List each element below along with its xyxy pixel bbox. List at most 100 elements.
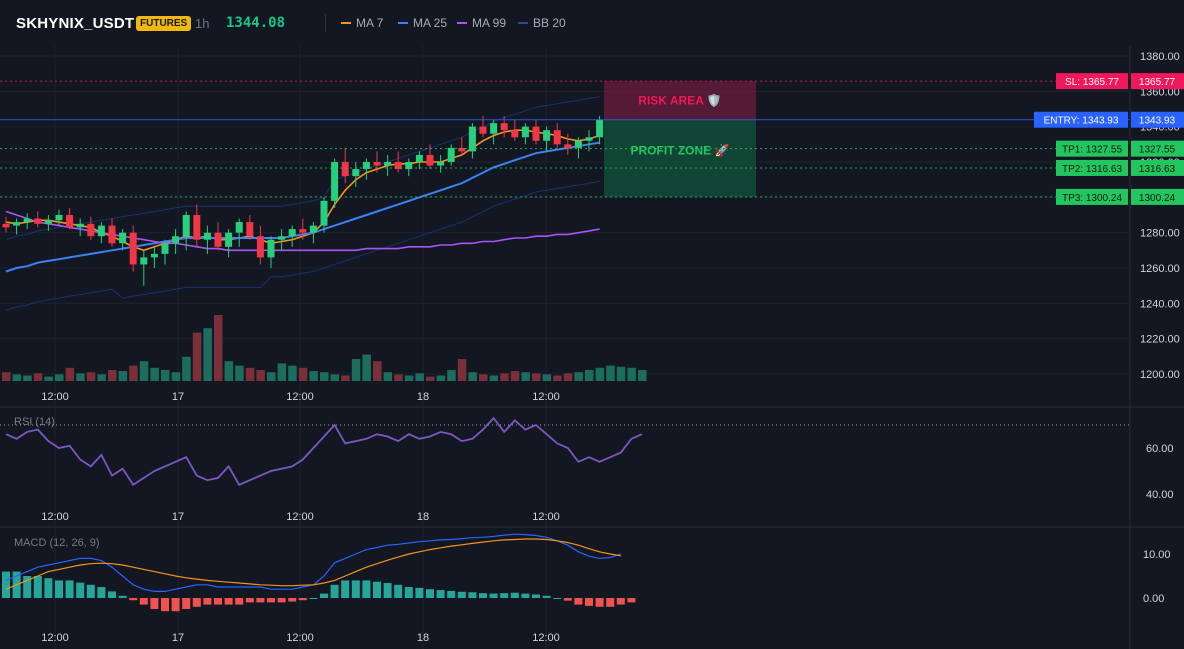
candle-body[interactable]: [405, 162, 413, 170]
macd-histogram-bar: [373, 581, 381, 598]
candle-body[interactable]: [553, 130, 561, 145]
time-axis-label: 18: [417, 632, 429, 644]
candle-body[interactable]: [129, 232, 137, 265]
candle-body[interactable]: [246, 222, 254, 237]
candle-body[interactable]: [97, 225, 105, 237]
candle-body[interactable]: [140, 257, 148, 265]
macd-histogram-bar: [309, 598, 318, 599]
macd-histogram-bar: [489, 593, 498, 598]
volume-bar: [320, 372, 329, 381]
candle-body[interactable]: [426, 154, 434, 166]
level-tag-tp2[interactable]: [1056, 159, 1128, 176]
candle-body[interactable]: [119, 232, 127, 244]
volume-bar: [373, 361, 382, 381]
risk-area-zone: [604, 81, 756, 120]
volume-bar: [330, 374, 340, 381]
candle-body[interactable]: [34, 218, 42, 224]
candle-body[interactable]: [2, 223, 10, 228]
level-axis-tag-sl: [1131, 73, 1184, 90]
candle-body[interactable]: [235, 222, 243, 233]
candle-body[interactable]: [76, 223, 84, 228]
candle-body[interactable]: [468, 126, 476, 152]
time-axis-label: 12:00: [41, 511, 69, 523]
candle-body[interactable]: [490, 123, 498, 134]
candle-body[interactable]: [574, 140, 582, 148]
level-tag-label: ENTRY: 1343.93: [1044, 116, 1119, 127]
candle-body[interactable]: [384, 162, 392, 166]
candle-body[interactable]: [479, 126, 487, 134]
macd-histogram-bar: [383, 583, 392, 598]
level-tag-sl[interactable]: [1056, 73, 1128, 90]
candle-body[interactable]: [415, 154, 423, 162]
legend-ma25[interactable]: MA 25: [398, 16, 447, 30]
candle-body[interactable]: [44, 220, 52, 224]
candle-body[interactable]: [585, 137, 593, 141]
candle-body[interactable]: [13, 222, 21, 226]
legend-ma99[interactable]: MA 99: [457, 16, 506, 30]
candle-body[interactable]: [150, 253, 158, 258]
candle-body[interactable]: [320, 200, 328, 226]
candle-body[interactable]: [543, 130, 551, 141]
candle-body[interactable]: [309, 225, 317, 233]
candle-body[interactable]: [394, 162, 402, 170]
candle-body[interactable]: [362, 162, 370, 170]
legend-bb20[interactable]: BB 20: [518, 16, 566, 30]
candle-body[interactable]: [182, 215, 190, 237]
timeframe-label[interactable]: 1h: [195, 16, 210, 31]
candle-body[interactable]: [511, 130, 519, 138]
candle-body[interactable]: [341, 162, 349, 177]
macd-histogram-bar: [44, 578, 53, 598]
candle-body[interactable]: [299, 229, 307, 233]
macd-histogram-bar: [394, 584, 403, 598]
macd-histogram-bar: [2, 571, 10, 598]
candle-body[interactable]: [66, 215, 74, 228]
volume-bar: [129, 365, 138, 381]
candle-body[interactable]: [214, 232, 222, 247]
candle-body[interactable]: [564, 144, 572, 148]
candle-body[interactable]: [532, 126, 540, 141]
candle-body[interactable]: [447, 147, 455, 162]
candle-body[interactable]: [161, 243, 169, 254]
legend-ma7[interactable]: MA 7: [341, 16, 383, 30]
volume-bar: [553, 375, 562, 381]
macd-histogram-bar: [245, 598, 254, 603]
candle-body[interactable]: [278, 236, 286, 240]
ma7-swatch-icon: [341, 22, 351, 24]
candle-body[interactable]: [596, 119, 604, 138]
candle-body[interactable]: [256, 236, 264, 258]
candle-body[interactable]: [521, 126, 529, 138]
candle-body[interactable]: [458, 147, 466, 152]
candle-body[interactable]: [352, 169, 360, 177]
candle-body[interactable]: [23, 218, 31, 223]
level-tag-entry[interactable]: [1034, 111, 1128, 128]
macd-histogram-bar: [277, 598, 286, 603]
risk-area-label: RISK AREA 🛡️: [638, 93, 721, 107]
volume-bar: [192, 332, 202, 381]
level-tag-tp1[interactable]: [1056, 140, 1128, 157]
candle-body[interactable]: [108, 225, 116, 244]
macd-histogram-bar: [436, 590, 445, 598]
level-axis-tag-entry: [1131, 111, 1184, 128]
volume-bar: [182, 356, 191, 381]
volume-bar: [415, 373, 424, 381]
candle-body[interactable]: [55, 215, 63, 221]
candle-body[interactable]: [500, 123, 508, 131]
candle-body[interactable]: [267, 239, 275, 258]
candle-body[interactable]: [331, 162, 339, 201]
macd-histogram-bar: [595, 598, 604, 607]
symbol-title[interactable]: SKHYNIX_USDT: [16, 15, 135, 32]
candle-body[interactable]: [203, 232, 211, 240]
candle-body[interactable]: [225, 232, 233, 247]
candle-body[interactable]: [193, 215, 201, 240]
candle-body[interactable]: [437, 162, 445, 166]
candle-body[interactable]: [373, 162, 381, 166]
candle-body[interactable]: [172, 236, 180, 244]
time-axis-label: 12:00: [41, 632, 69, 644]
level-tag-tp3[interactable]: [1056, 188, 1128, 205]
volume-bar: [214, 315, 223, 381]
candle-body[interactable]: [288, 229, 296, 237]
volume-bar: [118, 371, 128, 381]
candle-body[interactable]: [87, 223, 95, 237]
volume-bar: [245, 367, 255, 381]
